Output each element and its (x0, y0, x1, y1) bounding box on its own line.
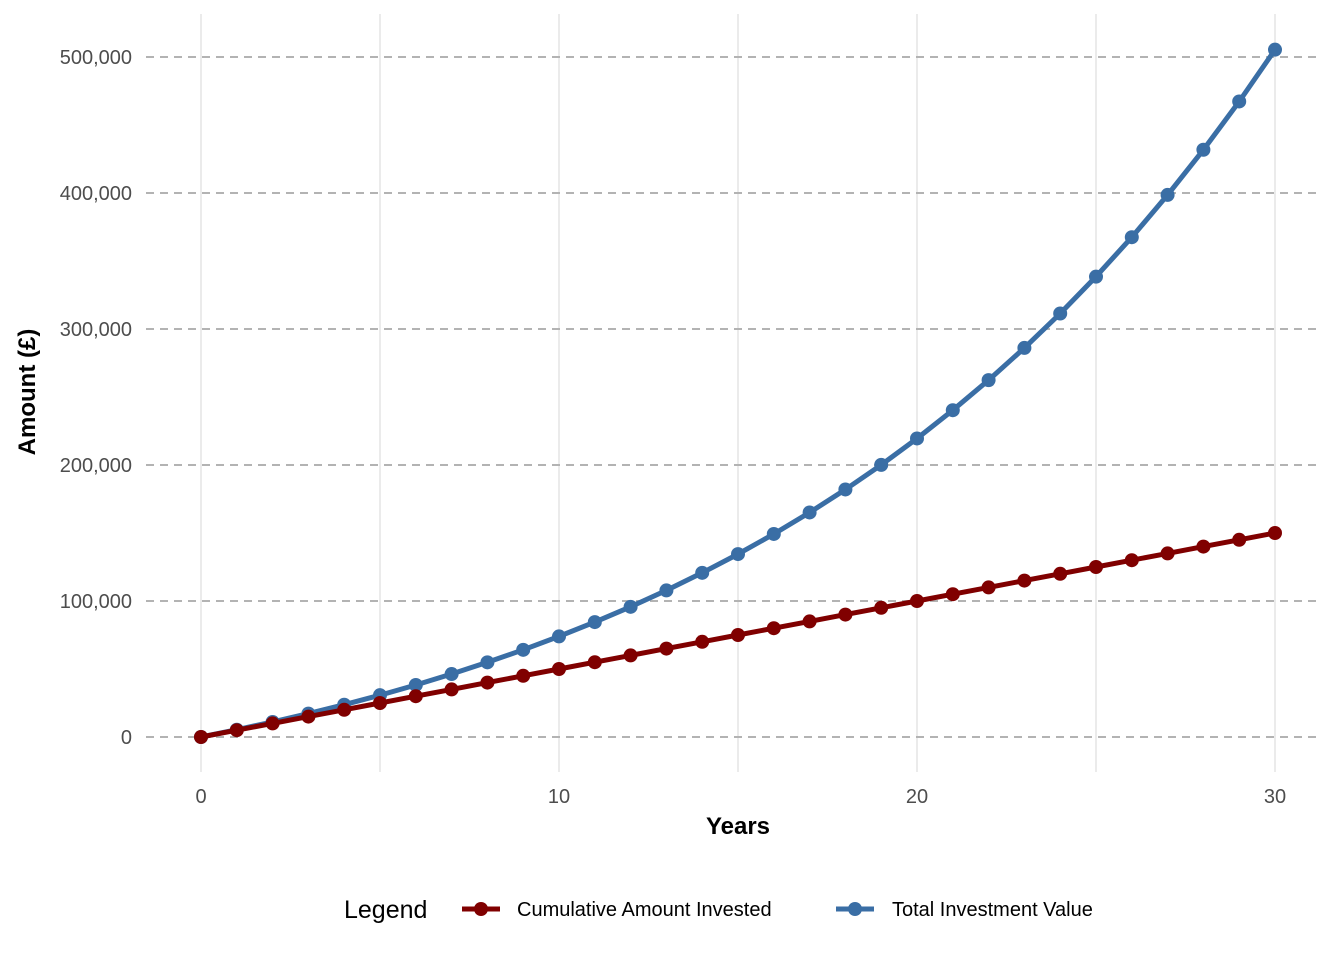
data-point-total-investment-value (1232, 94, 1247, 109)
data-point-cumulative-amount-invested (587, 655, 602, 670)
y-tick-label: 100,000 (60, 591, 132, 613)
data-point-cumulative-amount-invested (623, 648, 638, 663)
data-point-cumulative-amount-invested (301, 709, 316, 724)
data-series (194, 42, 1282, 744)
data-point-total-investment-value (659, 583, 674, 598)
data-point-cumulative-amount-invested (1160, 546, 1175, 561)
data-point-total-investment-value (910, 431, 924, 446)
x-tick-label: 0 (195, 786, 206, 808)
data-point-cumulative-amount-invested (766, 621, 781, 636)
data-point-total-investment-value (945, 403, 960, 418)
x-tick-label: 10 (548, 786, 570, 808)
y-tick-label: 0 (121, 727, 132, 749)
data-point-total-investment-value (444, 667, 459, 682)
y-tick-label: 500,000 (60, 47, 132, 69)
data-point-cumulative-amount-invested (480, 675, 495, 690)
data-point-cumulative-amount-invested (731, 628, 745, 642)
data-point-cumulative-amount-invested (695, 634, 710, 649)
data-point-cumulative-amount-invested (945, 587, 960, 602)
data-point-cumulative-amount-invested (1124, 553, 1139, 568)
data-point-total-investment-value (1089, 269, 1103, 284)
data-point-total-investment-value (408, 677, 423, 692)
data-point-total-investment-value (874, 457, 889, 472)
data-point-cumulative-amount-invested (1053, 566, 1068, 581)
data-point-total-investment-value (587, 615, 602, 630)
data-point-cumulative-amount-invested (552, 662, 566, 676)
y-tick-label: 300,000 (60, 319, 132, 341)
data-point-total-investment-value (981, 373, 996, 388)
data-point-total-investment-value (1196, 142, 1211, 157)
data-point-cumulative-amount-invested (194, 730, 208, 744)
data-point-cumulative-amount-invested (659, 641, 674, 656)
data-point-cumulative-amount-invested (408, 689, 423, 704)
data-point-total-investment-value (802, 505, 817, 520)
data-point-cumulative-amount-invested (1196, 539, 1211, 554)
grid-lines (146, 14, 1320, 772)
data-point-cumulative-amount-invested (516, 668, 531, 683)
y-axis-ticks: 0 100,000 200,000 300,000 400,000 500,000 (60, 47, 132, 749)
data-point-cumulative-amount-invested (838, 607, 853, 622)
data-point-total-investment-value (516, 642, 531, 657)
x-axis-ticks: 0 10 20 30 (195, 786, 1286, 808)
y-tick-label: 400,000 (60, 183, 132, 205)
data-point-cumulative-amount-invested (1017, 573, 1032, 588)
data-point-total-investment-value (623, 599, 638, 614)
data-point-total-investment-value (1124, 230, 1139, 245)
legend-entry-cumulative: Cumulative Amount Invested (462, 899, 772, 921)
data-point-cumulative-amount-invested (337, 702, 352, 717)
y-axis-title: Amount (£) (14, 329, 41, 456)
legend: Legend Cumulative Amount Invested Total … (344, 896, 1093, 924)
data-point-cumulative-amount-invested (265, 716, 280, 731)
data-point-total-investment-value (480, 655, 495, 670)
data-point-cumulative-amount-invested (874, 600, 889, 615)
data-point-cumulative-amount-invested (373, 696, 387, 710)
y-tick-label: 200,000 (60, 455, 132, 477)
data-point-total-investment-value (1268, 42, 1282, 57)
data-point-total-investment-value (1053, 306, 1068, 321)
series-cumulative-amount-invested (194, 526, 1282, 744)
legend-label-cumulative: Cumulative Amount Invested (517, 899, 772, 921)
data-point-cumulative-amount-invested (1089, 560, 1103, 574)
data-point-total-investment-value (731, 547, 745, 562)
data-point-cumulative-amount-invested (802, 614, 817, 629)
x-tick-label: 20 (906, 786, 928, 808)
data-point-total-investment-value (838, 482, 853, 497)
legend-entry-total: Total Investment Value (836, 899, 1093, 921)
data-point-total-investment-value (552, 629, 566, 644)
data-point-cumulative-amount-invested (981, 580, 996, 595)
legend-title: Legend (344, 896, 427, 924)
x-axis-title: Years (706, 813, 770, 840)
data-point-cumulative-amount-invested (1232, 532, 1247, 547)
x-tick-label: 30 (1264, 786, 1286, 808)
legend-swatch-point (474, 902, 488, 916)
data-point-total-investment-value (695, 565, 710, 580)
data-point-total-investment-value (1160, 187, 1175, 202)
data-point-cumulative-amount-invested (444, 682, 459, 697)
data-point-cumulative-amount-invested (1268, 526, 1282, 540)
data-point-total-investment-value (766, 526, 781, 541)
data-point-cumulative-amount-invested (910, 594, 924, 608)
data-point-cumulative-amount-invested (229, 723, 244, 738)
legend-label-total: Total Investment Value (892, 899, 1093, 921)
data-point-total-investment-value (1017, 340, 1032, 355)
legend-swatch-point (848, 902, 862, 916)
